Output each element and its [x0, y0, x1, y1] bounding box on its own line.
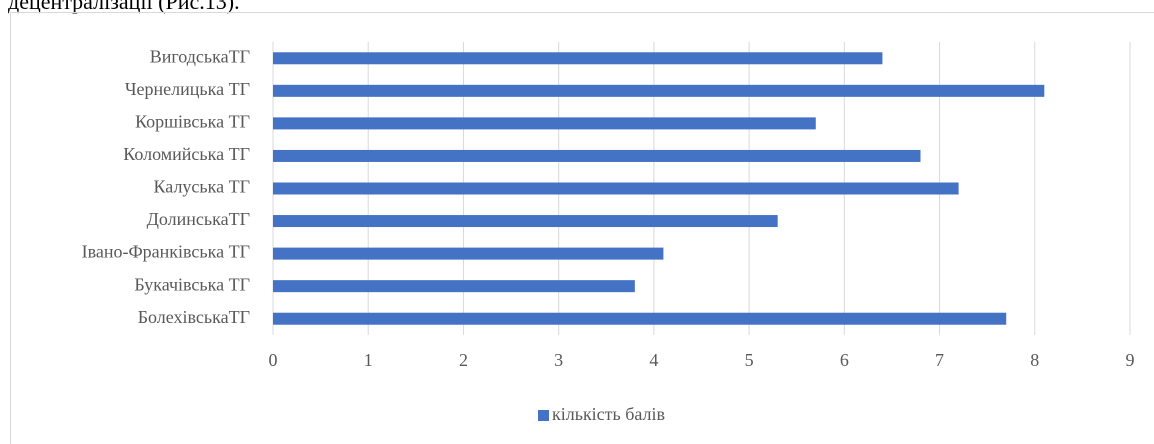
x-tick-label: 2 [459, 350, 468, 370]
x-tick-label: 6 [840, 350, 849, 370]
bar [273, 182, 959, 195]
x-tick-label: 9 [1126, 350, 1135, 370]
y-tick-label: ДолинськаТГ [147, 209, 250, 229]
x-tick-label: 0 [269, 350, 278, 370]
y-tick-label: Чернелицька ТГ [125, 79, 250, 99]
heading: децентралізації (Рис.13). [8, 0, 240, 14]
x-tick-label: 7 [935, 350, 944, 370]
x-tick-label: 3 [554, 350, 563, 370]
bar [273, 149, 921, 162]
bar [273, 52, 883, 65]
bar [273, 247, 664, 260]
legend-swatch [538, 410, 549, 421]
x-tick-label: 5 [745, 350, 754, 370]
y-tick-label: Коломийська ТГ [123, 144, 250, 164]
bar [273, 215, 778, 228]
y-tick-label: Букачівська ТГ [134, 274, 250, 294]
y-tick-label: Коршівська ТГ [135, 112, 250, 132]
chart-border [10, 12, 1154, 444]
bar [273, 84, 1045, 97]
y-tick-label: Калуська ТГ [154, 177, 250, 197]
bar [273, 280, 635, 293]
bar [273, 312, 1007, 325]
legend-label: кількість балів [552, 404, 665, 424]
x-tick-label: 4 [649, 350, 658, 370]
y-tick-label: БолехівськаТГ [138, 307, 250, 327]
y-tick-label: ВигодськаТГ [150, 46, 250, 66]
x-tick-label: 1 [364, 350, 373, 370]
bar [273, 117, 816, 130]
x-tick-label: 8 [1030, 350, 1039, 370]
y-tick-label: Івано-Франківська ТГ [82, 242, 250, 262]
